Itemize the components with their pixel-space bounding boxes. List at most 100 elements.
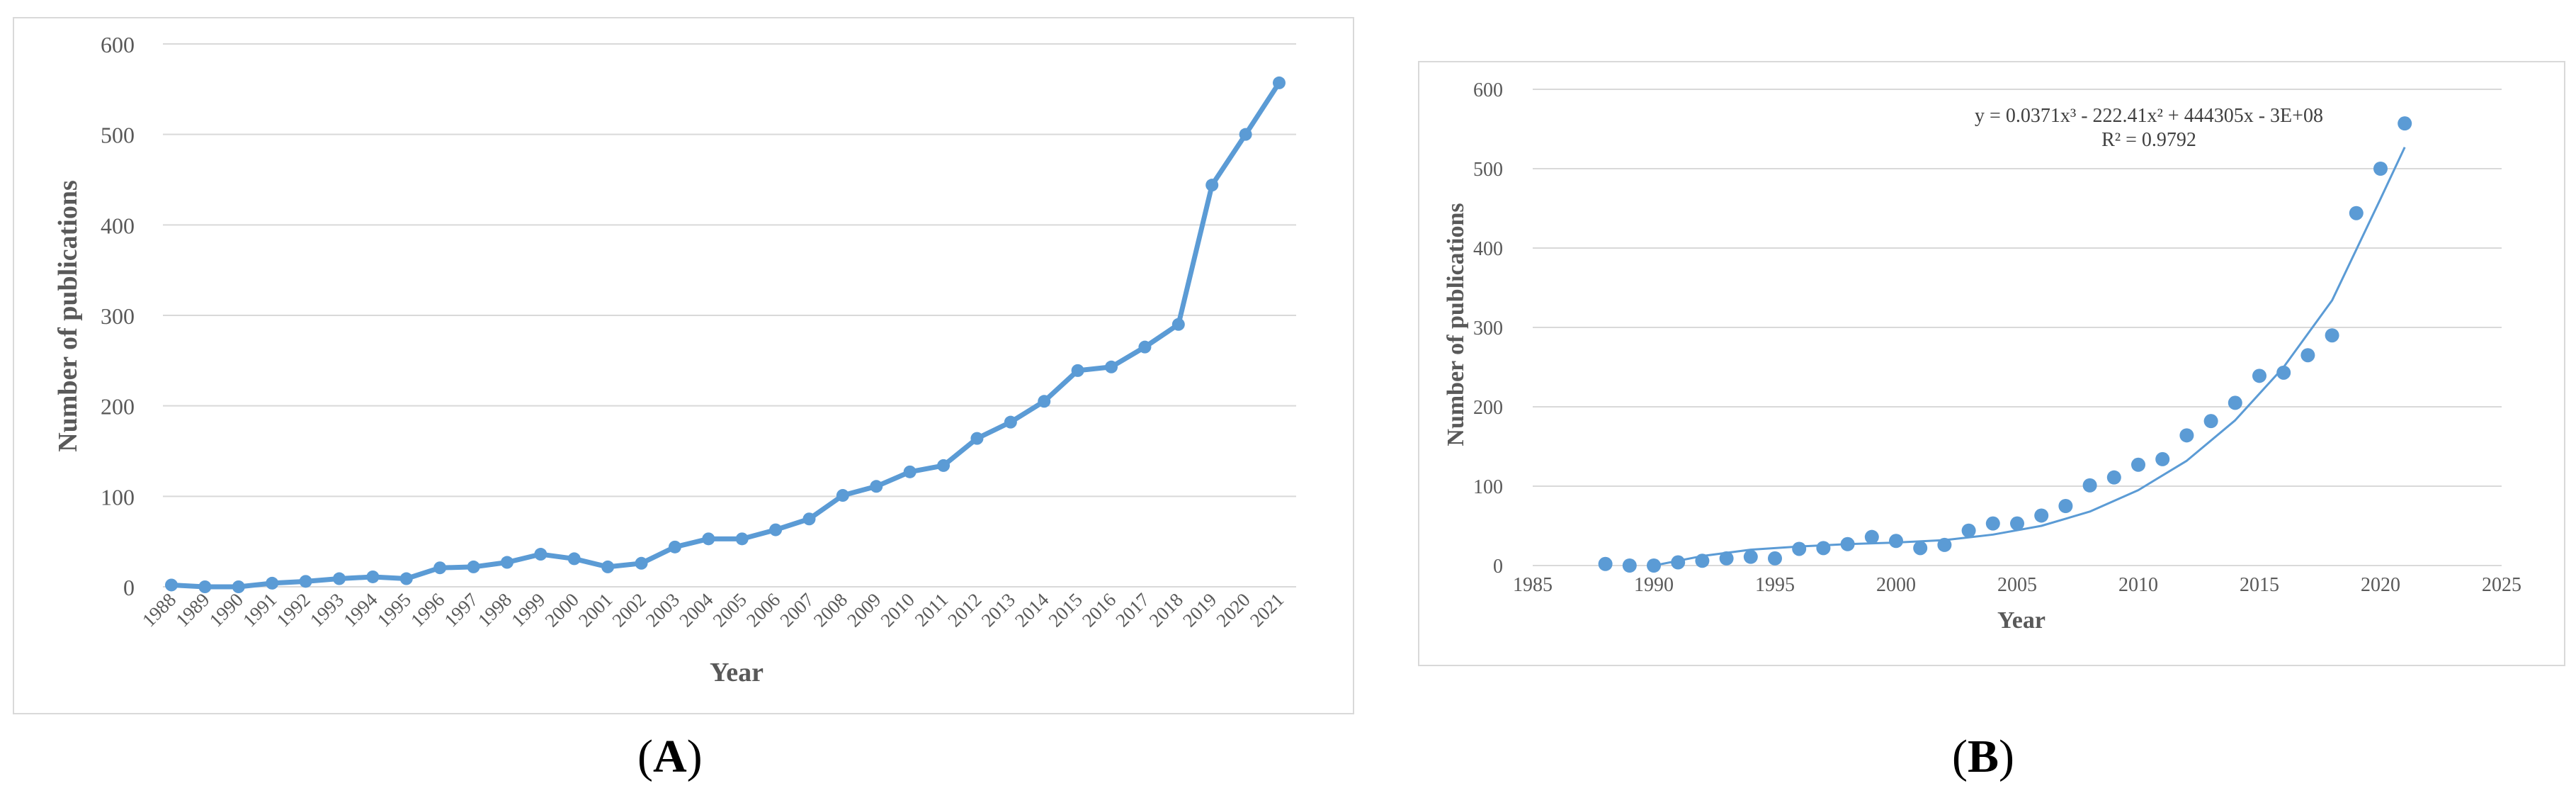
data-point [2349,206,2364,220]
data-point [332,572,346,585]
x-axis-title: Year [710,658,764,687]
panel-label-b-open: ( [1952,731,1968,782]
x-tick-label: 2004 [675,589,717,631]
x-tick-label: 2016 [1078,589,1120,631]
y-tick-label: 600 [101,32,135,57]
data-point [735,532,749,546]
trendline-equation: y = 0.0371x³ - 222.41x² + 444305x - 3E+0… [1975,105,2323,127]
y-tick-label: 300 [101,303,135,329]
data-point [836,489,849,502]
data-point [2179,428,2194,443]
line-chart-a: 0100200300400500600198819891990199119921… [53,32,1296,687]
data-point [1171,317,1185,331]
data-point [266,576,279,590]
data-point [1647,558,1661,573]
x-tick-label: 1996 [407,589,448,631]
y-tick-label: 300 [1473,317,1503,339]
data-point [1985,516,2000,531]
panel-label-a-open: ( [637,731,653,782]
data-point [399,572,413,585]
x-tick-label: 2003 [642,589,683,631]
chart-panel-a: 0 100 200 300 400 500 600 1988 1989 1990 1991 1992 1… [13,17,1354,714]
data-point [802,512,816,526]
x-tick-label: 2012 [943,589,985,631]
data-point [1937,537,1952,552]
data-point [1743,549,1758,564]
data-point [702,532,715,546]
y-axis-title: Number of publications [53,180,83,452]
x-tick-label: 1990 [205,589,247,631]
x-tick-label: 1994 [339,589,382,631]
x-tick-label: 2020 [2361,574,2400,596]
x-tick-label: 2013 [977,589,1019,631]
x-tick-label: 2010 [2118,574,2158,596]
data-point [2373,162,2388,176]
trendline-r-squared: R² = 0.9792 [2101,129,2196,151]
data-point [2276,365,2291,380]
x-tick-label: 2015 [1044,589,1086,631]
x-tick-label: 1997 [440,589,482,631]
y-tick-label: 0 [1493,556,1503,578]
data-point [1792,541,1807,556]
data-point [299,575,312,588]
trendline [1653,147,2406,567]
x-tick-label: 1991 [239,589,280,631]
data-point [1071,364,1084,377]
x-tick-label: 1999 [507,589,549,631]
data-point [635,556,648,570]
x-tick-label: 2008 [810,589,851,631]
data-point [1961,523,1976,538]
data-point [1038,395,1051,408]
data-point [1864,529,1879,544]
y-tick-label: 400 [1473,238,1503,260]
data-point [668,540,681,553]
data-point [2131,457,2145,472]
y-tick-label: 200 [101,394,135,420]
data-point [366,570,380,583]
data-point [1913,541,1928,556]
data-point [769,523,783,536]
scatter-chart-b: 0 100 200 300 400 500 600 1985 1990 1995 2000 2005 2… [1443,79,2521,634]
data-point [1205,179,1219,192]
x-tick-label: 1985 [1513,574,1553,596]
data-point [232,580,245,593]
x-tick-label: 2010 [877,589,919,631]
x-tick-label: 2005 [709,589,751,631]
y-axis-title: Number of publications [1443,203,1469,446]
data-point [2010,516,2024,531]
x-tick-label: 2009 [843,589,885,631]
y-tick-label: 100 [1473,476,1503,498]
data-point [1768,551,1782,566]
x-tick-label: 2018 [1145,589,1187,631]
y-tick-label: 400 [101,213,135,238]
data-point [1719,551,1734,566]
x-tick-label: 2020 [1212,589,1254,631]
panel-label-a: (A) [637,730,703,784]
data-point [937,459,951,472]
data-point [1598,556,1613,571]
data-point [433,561,447,575]
x-tick-label: 1995 [373,589,415,631]
y-tick-label: 500 [101,123,135,148]
data-point [1671,555,1686,570]
data-point [2252,369,2266,383]
data-point [2058,499,2073,513]
data-point [1840,536,1855,551]
x-tick-label: 1988 [138,589,180,631]
x-tick-label: 2017 [1111,589,1153,631]
x-tick-label: 2011 [911,589,953,631]
x-tick-label: 1989 [171,589,213,631]
x-tick-label: 1992 [272,589,314,631]
data-point [2082,478,2097,493]
x-tick-label: 2014 [1011,589,1053,631]
data-point [1273,76,1286,89]
data-point [2325,328,2339,343]
x-tick-label: 2021 [1246,589,1288,631]
y-tick-label: 200 [1473,397,1503,419]
x-tick-label: 2000 [1876,574,1916,596]
x-tick-label: 2001 [574,589,616,631]
x-tick-label: 2005 [1997,574,2037,596]
x-tick-label: 2000 [541,589,583,631]
data-point [1889,534,1903,549]
data-point [165,578,178,592]
